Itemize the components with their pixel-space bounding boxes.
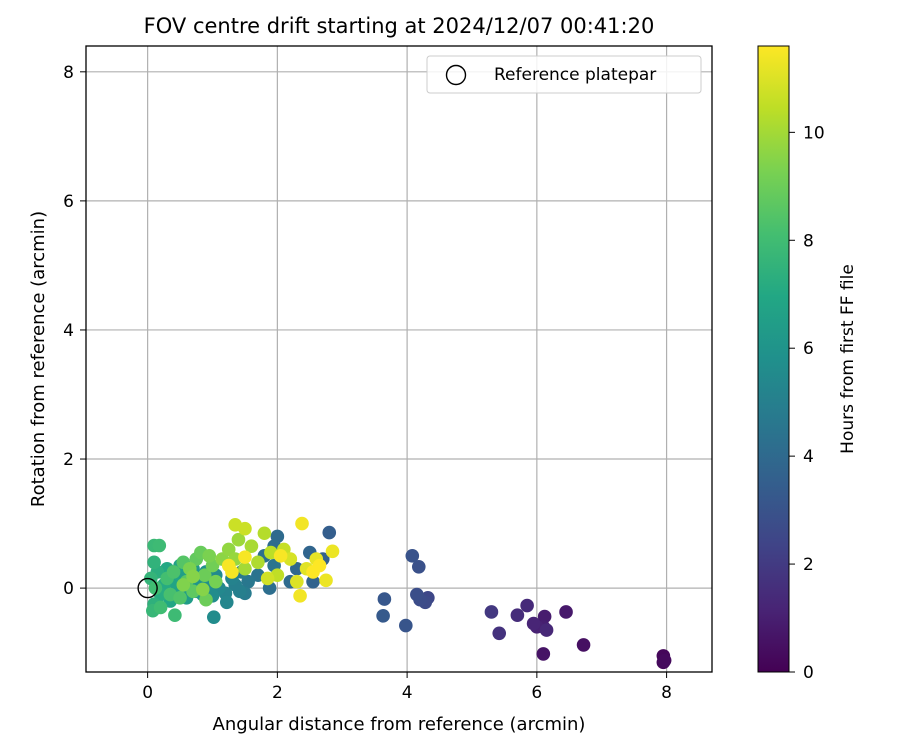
data-point: [166, 565, 181, 579]
colorbar-tick-label: 6: [803, 339, 814, 359]
data-point: [176, 578, 191, 592]
data-point: [202, 549, 217, 563]
data-point: [221, 542, 236, 557]
data-point: [312, 558, 327, 573]
colorbar-tick-label: 10: [803, 123, 825, 143]
data-point: [244, 539, 259, 553]
data-points: [144, 516, 672, 670]
x-tick-label: 2: [272, 683, 283, 703]
reference-platepar-marker: [137, 577, 158, 599]
y-tick-label: 8: [63, 63, 74, 83]
legend-label-reference-platepar: Reference platepar: [494, 65, 656, 85]
x-tick-label: 8: [661, 683, 672, 703]
data-point: [152, 538, 167, 553]
data-point: [410, 587, 424, 602]
data-point: [206, 610, 221, 624]
colorbar-gradient: [757, 45, 790, 673]
data-point: [219, 595, 234, 610]
data-point: [257, 526, 272, 541]
data-point: [657, 653, 672, 668]
data-point: [510, 608, 525, 623]
data-point: [168, 608, 182, 623]
data-point: [411, 560, 426, 574]
colorbar-label: Hours from first FF file: [838, 264, 858, 454]
data-point: [405, 549, 420, 563]
data-point: [290, 574, 304, 589]
data-point: [399, 618, 413, 633]
data-point: [195, 582, 210, 597]
x-axis: 0 2 4 6 8: [142, 672, 672, 703]
colorbar-tick-label: 8: [803, 231, 814, 251]
data-point: [319, 573, 333, 588]
x-axis-label: Angular distance from reference (arcmin): [213, 714, 586, 735]
data-point: [186, 569, 200, 584]
data-point: [241, 574, 255, 589]
x-tick-label: 0: [142, 683, 153, 703]
data-point: [306, 574, 320, 589]
data-point: [539, 623, 554, 637]
colorbar: 0 2 4 6 8 10 Hours from first FF file: [757, 45, 858, 683]
plot-frame: [85, 45, 713, 673]
data-point: [173, 590, 187, 605]
data-point: [147, 555, 161, 570]
legend-reference-marker: [445, 64, 467, 86]
y-axis: 0 2 4 6 8: [63, 63, 86, 599]
data-point: [231, 532, 246, 547]
data-point: [293, 589, 307, 603]
data-point: [536, 647, 551, 661]
data-point: [325, 544, 340, 559]
y-tick-label: 6: [63, 192, 74, 212]
data-point: [148, 581, 163, 595]
data-point: [492, 626, 507, 641]
data-point: [251, 555, 265, 570]
data-point: [526, 616, 541, 631]
colorbar-tick-label: 0: [803, 663, 814, 683]
data-point: [322, 525, 337, 540]
data-point: [238, 550, 252, 564]
legend-box: [426, 55, 702, 94]
data-point: [197, 568, 212, 582]
y-tick-label: 2: [63, 450, 74, 470]
data-point: [238, 521, 252, 536]
data-point: [238, 561, 252, 576]
data-point: [537, 609, 552, 624]
reference-marker: [137, 577, 158, 599]
data-point: [295, 516, 309, 531]
x-tick-label: 6: [531, 683, 542, 703]
data-point: [484, 605, 499, 619]
data-point: [376, 609, 390, 623]
data-point: [377, 592, 392, 606]
y-tick-label: 4: [63, 321, 74, 341]
data-point: [290, 561, 304, 576]
data-point: [273, 549, 288, 563]
chart-title: FOV centre drift starting at 2024/12/07 …: [144, 14, 655, 38]
data-point: [559, 605, 573, 619]
data-point: [225, 565, 239, 579]
data-point: [208, 574, 223, 589]
data-point: [260, 571, 275, 586]
y-tick-label: 0: [63, 579, 74, 599]
colorbar-tick-label: 2: [803, 555, 814, 575]
data-point: [153, 600, 168, 615]
y-axis-label: Rotation from reference (arcmin): [28, 211, 49, 507]
data-point: [199, 592, 213, 607]
legend: Reference platepar: [426, 55, 702, 94]
colorbar-ticks: 0 2 4 6 8 10: [789, 123, 825, 683]
data-point: [520, 598, 534, 613]
data-point: [576, 638, 591, 652]
colorbar-tick-label: 4: [803, 447, 814, 467]
x-tick-label: 4: [402, 683, 413, 703]
